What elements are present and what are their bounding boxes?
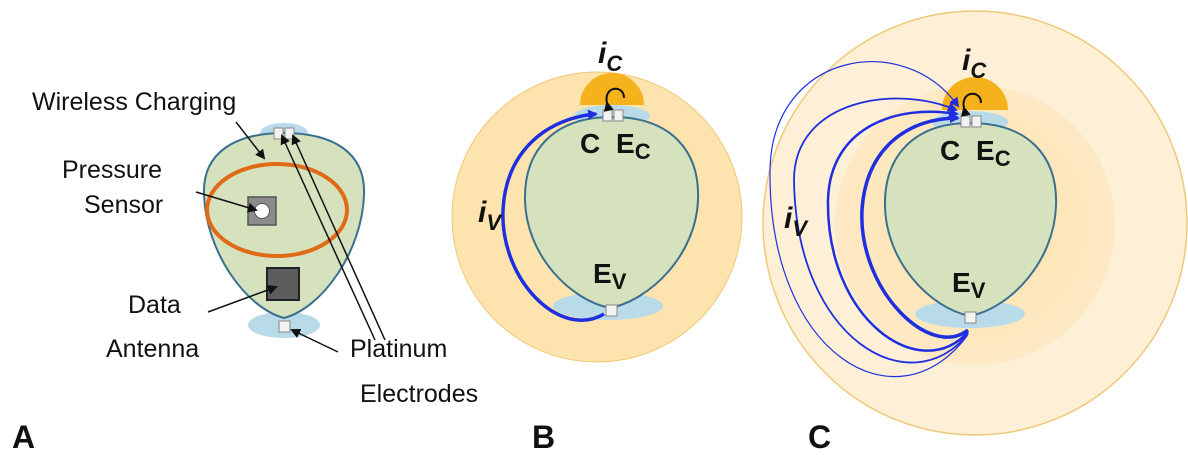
platinum-electrode-top-1 xyxy=(273,127,284,140)
ic-loop-arrow-b xyxy=(603,87,625,112)
label-electrodes: Electrodes xyxy=(360,380,478,408)
label-iv-c: iV xyxy=(784,202,809,241)
electrode-c-b xyxy=(602,109,613,122)
charging-coil xyxy=(205,162,349,258)
label-platinum: Platinum xyxy=(350,335,447,363)
panel-letter-b: B xyxy=(532,419,555,455)
iv-current-path-c-3 xyxy=(793,97,969,364)
platinum-electrode-top-2 xyxy=(284,127,295,140)
label-node-c-c: C xyxy=(940,135,960,166)
leader-pressure-sensor xyxy=(195,191,258,213)
label-iv-b: iV xyxy=(478,196,503,235)
label-pressure: Pressure xyxy=(62,156,162,184)
device-body-a xyxy=(202,131,366,320)
iv-current-path-c-4 xyxy=(769,61,968,377)
iv-current-path-c-1 xyxy=(860,113,970,339)
electrode-ec-b xyxy=(613,109,624,122)
iv-current-path-b xyxy=(501,109,605,322)
leader-data-antenna xyxy=(207,285,278,313)
label-data: Data xyxy=(128,291,181,319)
leader-wireless-charging xyxy=(235,121,266,160)
label-node-ev-c: EV xyxy=(952,267,986,303)
iv-current-path-c-2 xyxy=(826,107,969,352)
panel-c: iC iV C EC EV C xyxy=(762,10,1188,455)
panel-letter-c: C xyxy=(808,419,831,455)
label-node-ev-b: EV xyxy=(593,258,627,294)
electrode-ev-c xyxy=(964,311,977,324)
leader-electrode-bottom xyxy=(290,328,339,353)
label-ic-c: iC xyxy=(962,44,987,83)
electrode-ec-c xyxy=(971,115,982,128)
electrode-ev-b xyxy=(605,304,618,317)
panel-a: Wireless Charging Pressure Sensor Data A… xyxy=(12,88,478,455)
leader-electrode-top-2 xyxy=(291,134,386,341)
panel-b: iC iV C EC EV B xyxy=(451,37,743,455)
leader-electrode-top-1 xyxy=(280,134,376,341)
data-antenna xyxy=(266,267,300,301)
ic-loop-arrow-c xyxy=(960,92,982,117)
label-node-ec-b: EC xyxy=(616,128,651,164)
label-sensor: Sensor xyxy=(84,191,163,219)
label-antenna: Antenna xyxy=(106,335,199,363)
label-ic-b: iC xyxy=(598,37,623,76)
electrode-c-c xyxy=(960,115,971,128)
label-node-ec-c: EC xyxy=(976,135,1011,171)
label-wireless-charging: Wireless Charging xyxy=(32,88,236,116)
label-node-c-b: C xyxy=(580,128,600,159)
panel-letter-a: A xyxy=(12,419,35,455)
pressure-sensor-dot xyxy=(254,203,270,219)
platinum-electrode-bottom xyxy=(278,320,291,333)
